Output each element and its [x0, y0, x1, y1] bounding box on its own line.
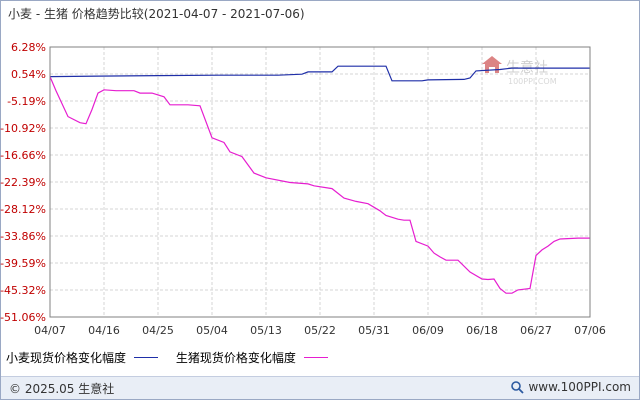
site-link[interactable]: www.100PPI.com	[510, 380, 631, 394]
x-tick-label: 04/16	[88, 324, 120, 337]
series-line-wheat	[49, 65, 590, 82]
plot-border	[49, 46, 591, 318]
y-tick-label: -22.39%	[0, 176, 46, 189]
y-tick-label: -51.06%	[0, 311, 46, 324]
legend: 小麦现货价格变化幅度 生猪现货价格变化幅度	[6, 349, 342, 366]
x-tick-label: 04/25	[142, 324, 174, 337]
y-tick-label: 0.54%	[11, 68, 46, 81]
series-lines	[49, 65, 590, 294]
y-tick-label: 6.28%	[11, 41, 46, 54]
x-tick-label: 06/09	[412, 324, 444, 337]
legend-swatch-wheat	[134, 357, 159, 358]
legend-label-hog: 生猪现货价格变化幅度	[175, 351, 296, 365]
y-tick-label: -10.92%	[0, 122, 46, 135]
x-tick-label: 05/31	[358, 324, 390, 337]
y-tick-label: -45.32%	[0, 284, 46, 297]
watermark-subtext: 100PPI.COM	[508, 77, 557, 86]
chart-title-text: 小麦 - 生猪 价格趋势比较	[8, 7, 144, 21]
search-icon	[510, 380, 525, 394]
x-tick-label: 06/18	[466, 324, 498, 337]
watermark-logo: 生意社 100PPI.COM	[482, 56, 557, 86]
x-tick-label: 05/04	[196, 324, 228, 337]
legend-item-hog: 生猪现货价格变化幅度	[176, 349, 328, 366]
grid-lines	[50, 47, 590, 317]
y-tick-label: -39.59%	[0, 257, 46, 270]
x-tick-label: 04/07	[34, 324, 66, 337]
y-tick-label: -28.12%	[0, 203, 46, 216]
site-url: www.100PPI.com	[528, 380, 631, 394]
x-tick-label: 06/27	[520, 324, 552, 337]
axis-tick-labels: 6.28% 0.54% -5.19% -10.92% -16.66% -22.39% -28…	[0, 41, 606, 337]
y-tick-label: -33.86%	[0, 230, 46, 243]
chart-date-range: (2021-04-07 - 2021-07-06)	[143, 7, 305, 21]
copyright-text: © 2025.05 生意社	[9, 382, 115, 396]
x-tick-label: 05/22	[304, 324, 336, 337]
series-line-hog	[49, 76, 590, 294]
x-tick-label: 07/06	[574, 324, 606, 337]
legend-label-wheat: 小麦现货价格变化幅度	[6, 351, 127, 365]
x-tick-label: 05/13	[250, 324, 282, 337]
chart-title: 小麦 - 生猪 价格趋势比较(2021-04-07 - 2021-07-06)	[8, 5, 305, 22]
y-tick-label: -5.19%	[7, 95, 46, 108]
y-tick-label: -16.66%	[0, 149, 46, 162]
footer-bar: © 2025.05 生意社 www.100PPI.com	[1, 376, 639, 399]
legend-swatch-hog	[303, 357, 328, 358]
legend-item-wheat: 小麦现货价格变化幅度	[6, 349, 159, 366]
